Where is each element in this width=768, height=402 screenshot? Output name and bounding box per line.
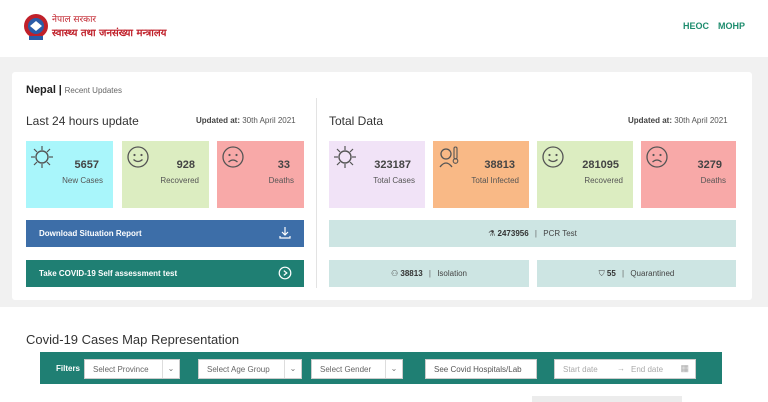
sad-face-icon (646, 146, 668, 168)
pcr-test-content: ⚗ 2473956 | PCR Test (329, 229, 736, 238)
stat-label: Total Cases (373, 176, 415, 185)
stat-label: Deaths (700, 176, 726, 185)
flask-icon: ⚗ (488, 229, 496, 238)
age-group-select[interactable]: Select Age Group ⌄ (198, 359, 302, 379)
ministry-brand[interactable]: नेपाल सरकार स्वास्थ्य तथा जनसंख्या मन्त्… (52, 14, 166, 40)
nepal-emblem-icon[interactable] (22, 12, 50, 42)
people-icon: ⚇ (391, 269, 399, 278)
isolation-content: ⚇ 38813 | Isolation (329, 269, 529, 278)
stat-value: 38813 (484, 159, 515, 171)
stat-label: Deaths (268, 176, 294, 185)
pcr-label: PCR Test (543, 229, 577, 238)
stat-value: 928 (176, 159, 195, 171)
stat-total-infected: 38813 Total Infected (433, 141, 529, 208)
top-header: नेपाल सरकार स्वास्थ्य तथा जनसंख्या मन्त्… (0, 0, 768, 56)
smile-icon (542, 146, 564, 168)
download-report-label: Download Situation Report (39, 229, 142, 238)
section-divider (316, 98, 317, 288)
nav-link-mohp[interactable]: MOHP (718, 21, 745, 31)
virus-icon (334, 146, 356, 168)
map-section-title: Covid-19 Cases Map Representation (26, 332, 240, 347)
province-placeholder: Select Province (93, 365, 149, 374)
calendar-icon: ▦ (680, 363, 689, 373)
map-preview-edge (532, 396, 682, 402)
stat-value: 3279 (697, 159, 722, 171)
stat-label: New Cases (62, 176, 103, 185)
stat-deaths: 33 Deaths (217, 141, 304, 208)
download-icon (279, 227, 291, 239)
nav-link-heoc[interactable]: HEOC (683, 21, 710, 31)
stat-value: 281095 (582, 159, 619, 171)
brand-line-1: नेपाल सरकार (52, 15, 97, 25)
thermometer-patient-icon (439, 146, 459, 168)
quarantine-label: Quarantined (630, 269, 675, 278)
last24-updated-value: 30th April 2021 (242, 116, 296, 125)
province-select[interactable]: Select Province ⌄ (84, 359, 180, 379)
total-title: Total Data (329, 114, 384, 128)
chevron-down-icon: ⌄ (385, 360, 402, 378)
sad-face-icon (222, 146, 244, 168)
download-report-button[interactable]: Download Situation Report (26, 220, 304, 247)
stat-new-cases: 5657 New Cases (26, 141, 113, 208)
last24-title: Last 24 hours update (26, 114, 139, 128)
stat-recovered: 928 Recovered (122, 141, 209, 208)
last24-updated: Updated at: 30th April 2021 (196, 116, 296, 125)
breadcrumb: Nepal | Recent Updates (26, 84, 122, 96)
gender-select[interactable]: Select Gender ⌄ (311, 359, 403, 379)
stat-value: 5657 (74, 159, 99, 171)
stat-label: Total Infected (471, 176, 519, 185)
age-group-placeholder: Select Age Group (207, 365, 270, 374)
total-updated-value: 30th April 2021 (674, 116, 728, 125)
stat-total-cases: 323187 Total Cases (329, 141, 425, 208)
covid-hospitals-button[interactable]: See Covid Hospitals/Lab (425, 359, 537, 379)
virus-icon (31, 146, 53, 168)
end-date-placeholder: End date (631, 365, 664, 374)
separator: | (534, 229, 537, 238)
quarantine-content: ⛉ 55 | Quarantined (537, 269, 736, 279)
start-date-placeholder: Start date (563, 365, 598, 374)
separator: | (622, 269, 625, 278)
stat-total-recovered: 281095 Recovered (537, 141, 633, 208)
stat-total-deaths: 3279 Deaths (641, 141, 736, 208)
date-range-picker[interactable]: Start date → End date ▦ (554, 359, 696, 379)
stat-label: Recovered (160, 176, 199, 185)
stat-value: 323187 (374, 159, 411, 171)
breadcrumb-separator: | (58, 84, 62, 96)
breadcrumb-subtitle: Recent Updates (64, 86, 122, 95)
total-updated: Updated at: 30th April 2021 (628, 116, 728, 125)
quarantine-value: 55 (606, 269, 616, 278)
self-assessment-button[interactable]: Take COVID-19 Self assessment test (26, 260, 304, 287)
isolation-box: ⚇ 38813 | Isolation (329, 260, 529, 287)
brand-line-2: स्वास्थ्य तथा जनसंख्या मन्त्रालय (52, 28, 167, 39)
play-circle-icon (278, 266, 292, 280)
quarantine-box: ⛉ 55 | Quarantined (537, 260, 736, 287)
last24-updated-label: Updated at: (196, 116, 240, 125)
covid-hospitals-label: See Covid Hospitals/Lab (434, 365, 522, 374)
shield-icon: ⛉ (598, 269, 605, 278)
smile-icon (127, 146, 149, 168)
chevron-down-icon: ⌄ (162, 360, 179, 378)
stat-value: 33 (277, 159, 290, 171)
filters-label: Filters (56, 364, 81, 373)
isolation-label: Isolation (437, 269, 467, 278)
self-assessment-label: Take COVID-19 Self assessment test (39, 269, 178, 278)
isolation-value: 38813 (400, 269, 423, 278)
pcr-test-box: ⚗ 2473956 | PCR Test (329, 220, 736, 247)
gender-placeholder: Select Gender (320, 365, 372, 374)
total-updated-label: Updated at: (628, 116, 672, 125)
chevron-down-icon: ⌄ (284, 360, 301, 378)
pcr-value: 2473956 (497, 229, 529, 238)
separator: | (428, 269, 431, 278)
stat-label: Recovered (584, 176, 623, 185)
arrow-right-icon: → (617, 364, 625, 373)
breadcrumb-country: Nepal (26, 84, 56, 96)
